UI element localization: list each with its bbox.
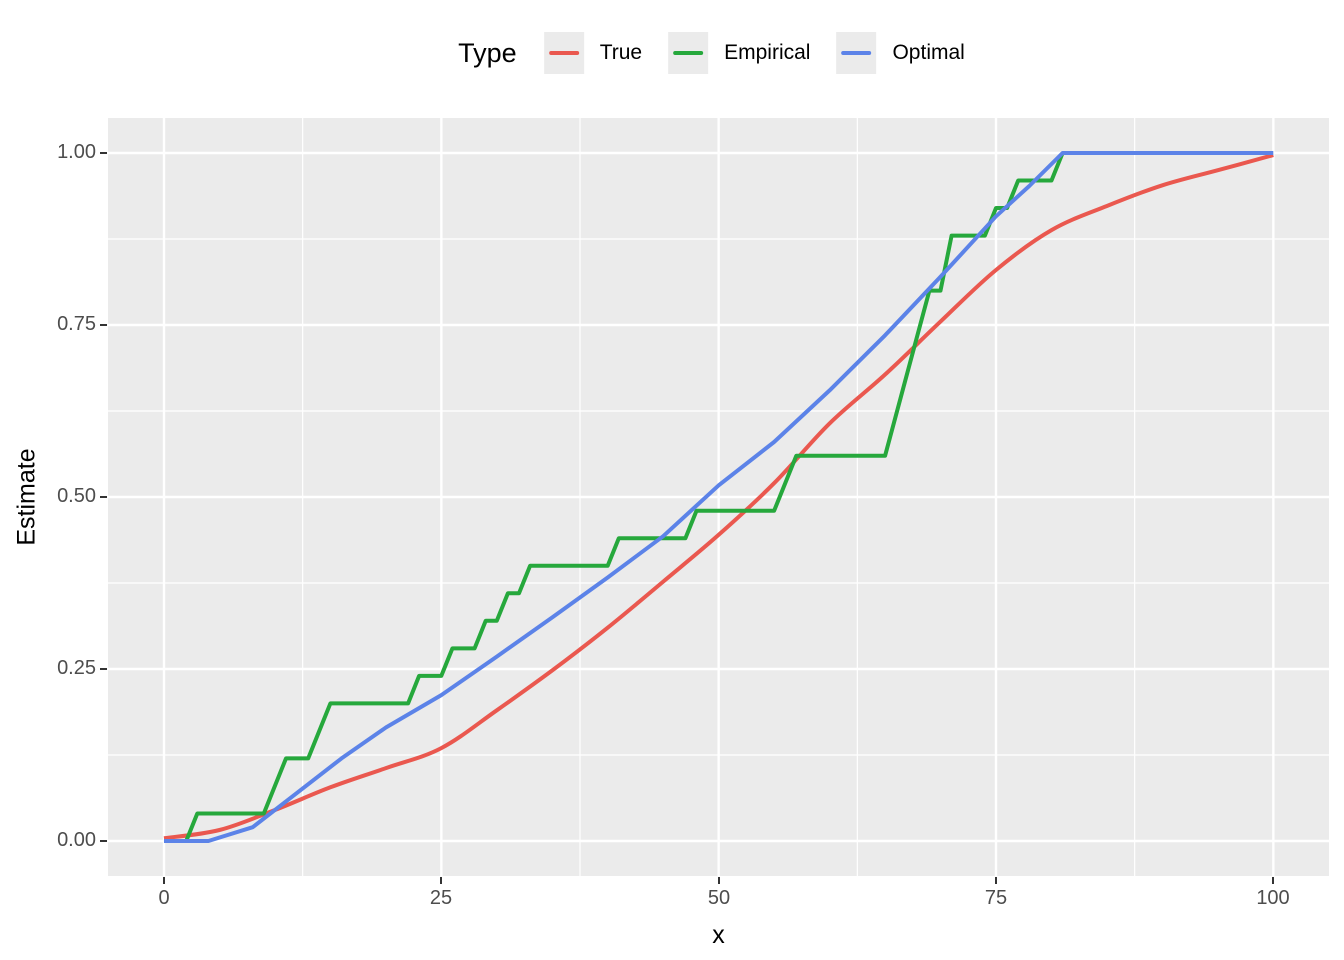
- x-tick-label-25: 25: [429, 887, 453, 909]
- red-line-icon: [548, 51, 579, 55]
- series-line-empirical: [164, 152, 1065, 843]
- y-tick-025: [100, 668, 107, 670]
- y-tick-100: [100, 152, 107, 154]
- legend-key-optimal: [836, 32, 877, 74]
- plot-panel: [108, 118, 1329, 876]
- legend: Type True Empirical Optimal: [458, 30, 978, 76]
- y-tick-label-100: 1.00: [57, 141, 96, 163]
- y-axis-title: Estimate: [12, 448, 41, 546]
- x-tick-75: [995, 877, 997, 884]
- legend-key-empirical: [668, 32, 709, 74]
- y-tick-label-025: 0.25: [57, 657, 96, 679]
- blue-line-icon: [841, 51, 872, 55]
- y-tick-label-000: 0.00: [57, 829, 96, 851]
- x-tick-label-0: 0: [158, 887, 170, 909]
- y-tick-050: [100, 496, 107, 498]
- x-tick-label-75: 75: [984, 887, 1008, 909]
- y-tick-075: [100, 324, 107, 326]
- legend-key-true: [543, 32, 584, 74]
- x-tick-label-100: 100: [1256, 887, 1290, 909]
- y-tick-label-050: 0.50: [57, 485, 96, 507]
- series-line-true: [163, 153, 1274, 841]
- x-axis-title: x: [712, 921, 725, 949]
- legend-entry-empirical: Empirical: [668, 32, 810, 74]
- legend-label-empirical: Empirical: [724, 41, 811, 64]
- legend-label-optimal: Optimal: [892, 41, 965, 64]
- y-tick-000: [100, 840, 107, 842]
- x-tick-25: [440, 877, 442, 884]
- legend-title: Type: [458, 37, 517, 68]
- green-line-icon: [673, 51, 704, 55]
- x-tick-label-50: 50: [707, 887, 731, 909]
- series-line-optimal: [164, 151, 1274, 843]
- legend-label-true: True: [599, 41, 643, 64]
- legend-entry-optimal: Optimal: [836, 32, 965, 74]
- x-tick-0: [163, 877, 165, 884]
- plot-svg: [108, 118, 1329, 876]
- legend-entry-true: True: [543, 32, 643, 74]
- x-tick-50: [718, 877, 720, 884]
- x-tick-100: [1272, 877, 1274, 884]
- y-tick-label-075: 0.75: [57, 313, 96, 335]
